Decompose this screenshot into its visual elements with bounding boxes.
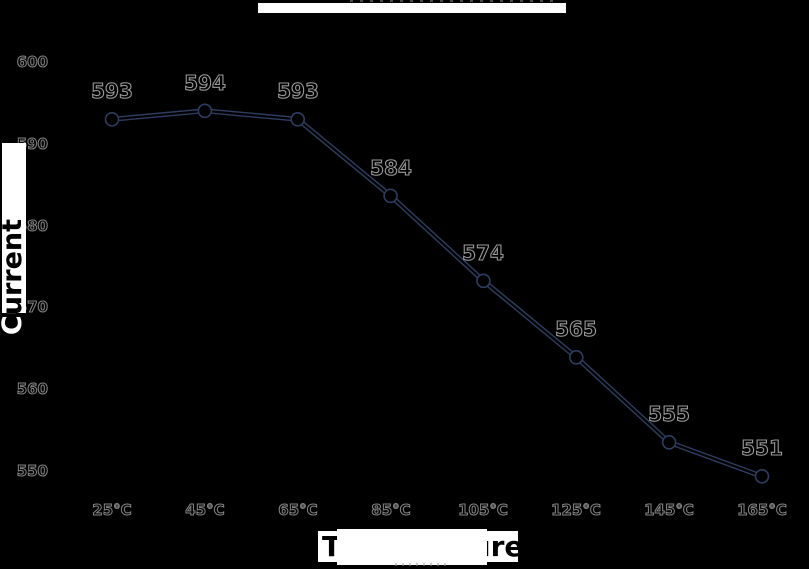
data-point-value-label: 584 (370, 155, 413, 180)
xlabel-text-fragments (395, 563, 450, 566)
data-point-marker (290, 112, 306, 127)
x-tick-label: 25°C (92, 501, 132, 520)
y-tick-label: 600 (16, 53, 48, 72)
data-point-marker (197, 103, 213, 119)
data-point-value-label: 594 (184, 70, 227, 95)
x-tick-label: 45°C (185, 501, 225, 520)
data-point-value-label: 593 (91, 78, 134, 103)
x-tick-label: 165°C (737, 501, 788, 520)
data-point-value-label: 565 (555, 316, 598, 341)
y-axis-label: Current (0, 218, 28, 336)
series-line-core (111, 109, 763, 478)
data-point-marker (476, 273, 491, 289)
data-point-marker (383, 188, 398, 204)
x-tick-label: 85°C (371, 501, 411, 520)
title-text-fragments (350, 0, 560, 2)
data-point-value-label: 574 (462, 240, 505, 265)
data-point-marker (661, 434, 677, 450)
ylabel-redaction-box (2, 143, 26, 313)
data-point-value-label: 555 (648, 401, 691, 426)
data-point-marker (104, 112, 120, 127)
y-tick-label: 560 (16, 380, 48, 399)
data-point-marker (754, 468, 770, 484)
x-tick-label: 105°C (458, 501, 509, 520)
data-point-marker (568, 349, 584, 365)
data-point-value-label: 593 (277, 78, 320, 103)
x-tick-label: 125°C (551, 501, 602, 520)
xlabel-redaction-box (337, 529, 487, 565)
data-point-value-label: 551 (741, 435, 784, 460)
x-tick-label: 145°C (644, 501, 695, 520)
title-redaction-box (258, 3, 566, 13)
x-tick-label: 65°C (278, 501, 318, 520)
y-tick-label: 550 (16, 462, 48, 481)
